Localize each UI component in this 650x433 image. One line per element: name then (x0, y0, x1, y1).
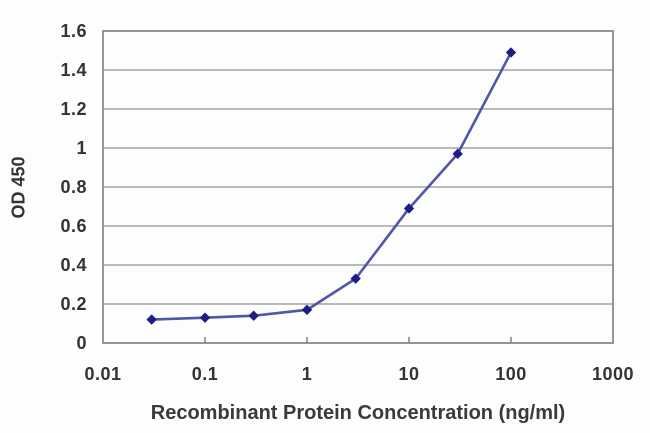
y-tick-label: 1.4 (60, 60, 87, 80)
series-line (151, 51, 513, 321)
y-tick-label: 1.2 (60, 99, 87, 119)
data-point-marker (350, 273, 361, 284)
y-tick-label: 1.6 (60, 21, 87, 41)
y-tick-label: 0.4 (60, 255, 87, 275)
x-tick-label: 10 (398, 364, 420, 384)
data-point-marker (199, 312, 211, 323)
y-tick-label: 0.2 (60, 294, 87, 314)
data-point-marker (505, 47, 517, 58)
y-tick-label: 0.8 (60, 177, 87, 197)
x-tick-label: 0.01 (84, 364, 122, 384)
data-point-marker (301, 304, 313, 316)
x-tick-label: 1000 (591, 364, 635, 384)
x-tick-label: 100 (495, 364, 527, 384)
data-point-marker (403, 203, 415, 214)
y-tick-label: 0.6 (60, 216, 87, 236)
data-point-marker (146, 314, 157, 325)
y-tick-label: 0 (76, 333, 87, 353)
data-point-marker (452, 148, 463, 160)
x-axis-title: Recombinant Protein Concentration (ng/ml… (150, 402, 566, 424)
data-point-marker (248, 310, 259, 321)
x-tick-label: 0.1 (191, 364, 219, 384)
x-tick-label: 1 (301, 364, 313, 384)
plot-frame (102, 30, 614, 344)
y-tick-label: 1 (76, 138, 87, 158)
